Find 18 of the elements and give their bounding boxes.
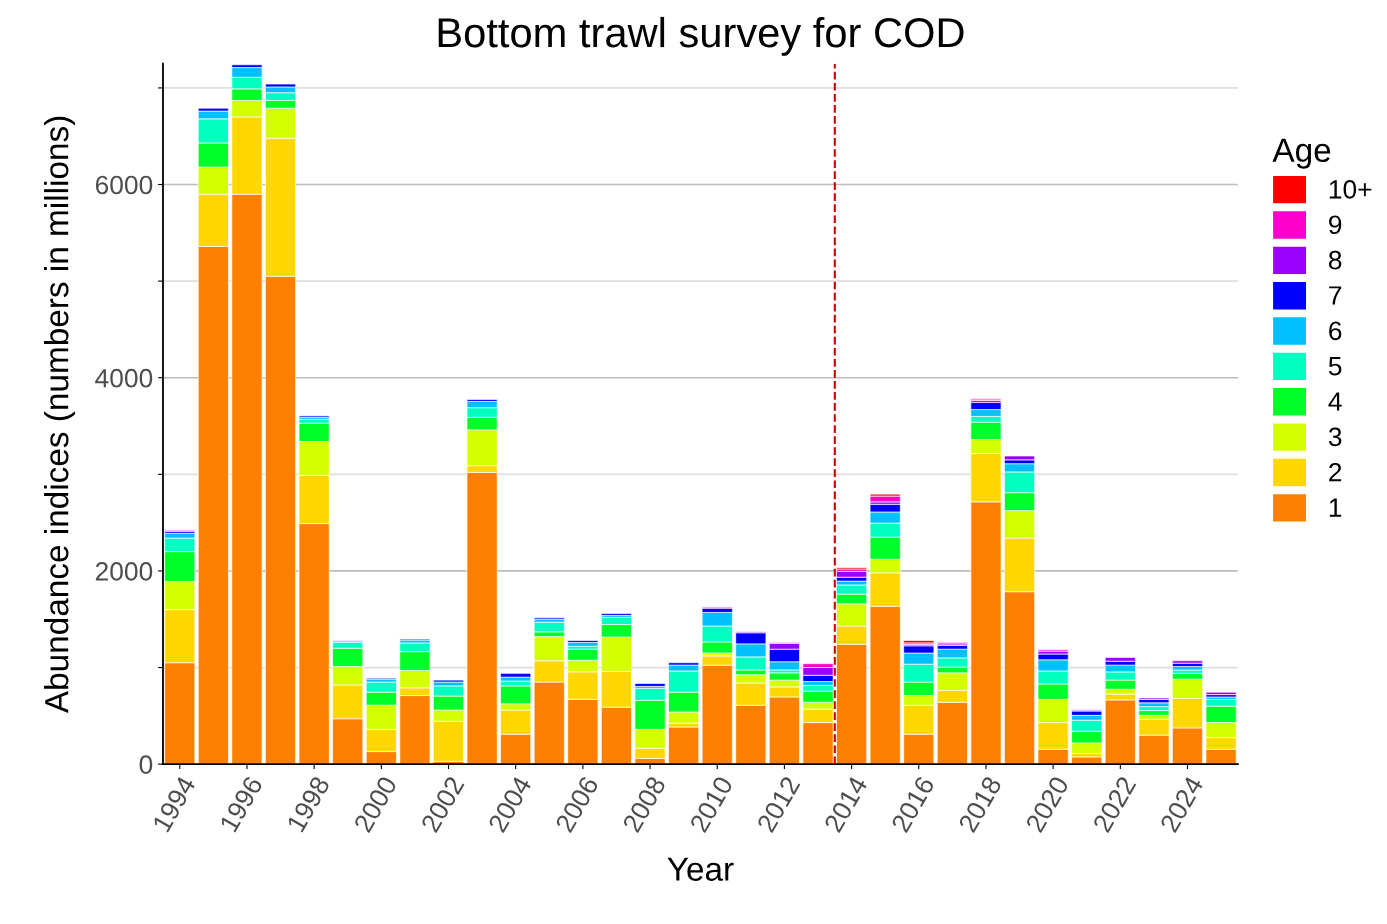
y-tick-label: 6000 [95,175,153,195]
legend-label: 4 [1328,392,1342,411]
legend-title: Age [1272,138,1331,169]
y-tick-label: 2000 [95,562,153,581]
legend-label: 9 [1329,215,1342,235]
legend-label: 1 [1329,498,1342,517]
legend-label: 2 [1329,462,1342,482]
legend-label: 3 [1328,427,1342,447]
legend-label: 8 [1328,250,1342,270]
x-axis-title: Year [667,857,734,881]
y-tick-label: 4000 [95,368,153,388]
legend-label: 7 [1329,286,1342,305]
y-tick-label: 0 [139,755,153,774]
legend-label: 6 [1329,321,1342,341]
legend-label: 10+ [1329,180,1372,199]
y-axis-title: Abundance indices (numbers in millions) [44,116,76,714]
legend-label: 5 [1328,357,1342,376]
chart-title: Bottom trawl survey for COD [438,16,964,56]
